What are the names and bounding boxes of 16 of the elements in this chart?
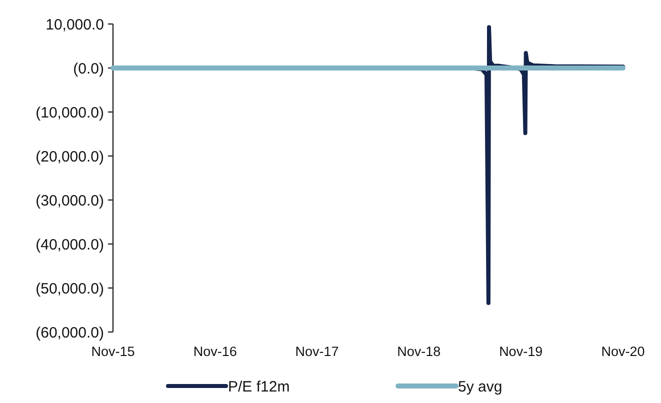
y-tick-label: (0.0) — [73, 60, 104, 78]
x-tick-label: Nov-20 — [601, 344, 645, 359]
x-tick-label: Nov-17 — [295, 344, 339, 359]
y-tick-label: (40,000.0) — [36, 236, 104, 254]
x-tick-label: Nov-18 — [397, 344, 441, 359]
x-tick-label: Nov-15 — [91, 344, 135, 359]
y-tick-label: (30,000.0) — [36, 192, 104, 210]
x-tick-label: Nov-16 — [193, 344, 237, 359]
legend-label: 5y avg — [458, 378, 502, 396]
y-tick-label: (20,000.0) — [36, 148, 104, 166]
y-tick-label: 10,000.0 — [46, 16, 104, 34]
y-tick-label: (50,000.0) — [36, 280, 104, 298]
y-tick-label: (60,000.0) — [36, 324, 104, 342]
y-tick-label: (10,000.0) — [36, 104, 104, 122]
x-tick-label: Nov-19 — [499, 344, 543, 359]
legend-label: P/E f12m — [228, 378, 290, 396]
